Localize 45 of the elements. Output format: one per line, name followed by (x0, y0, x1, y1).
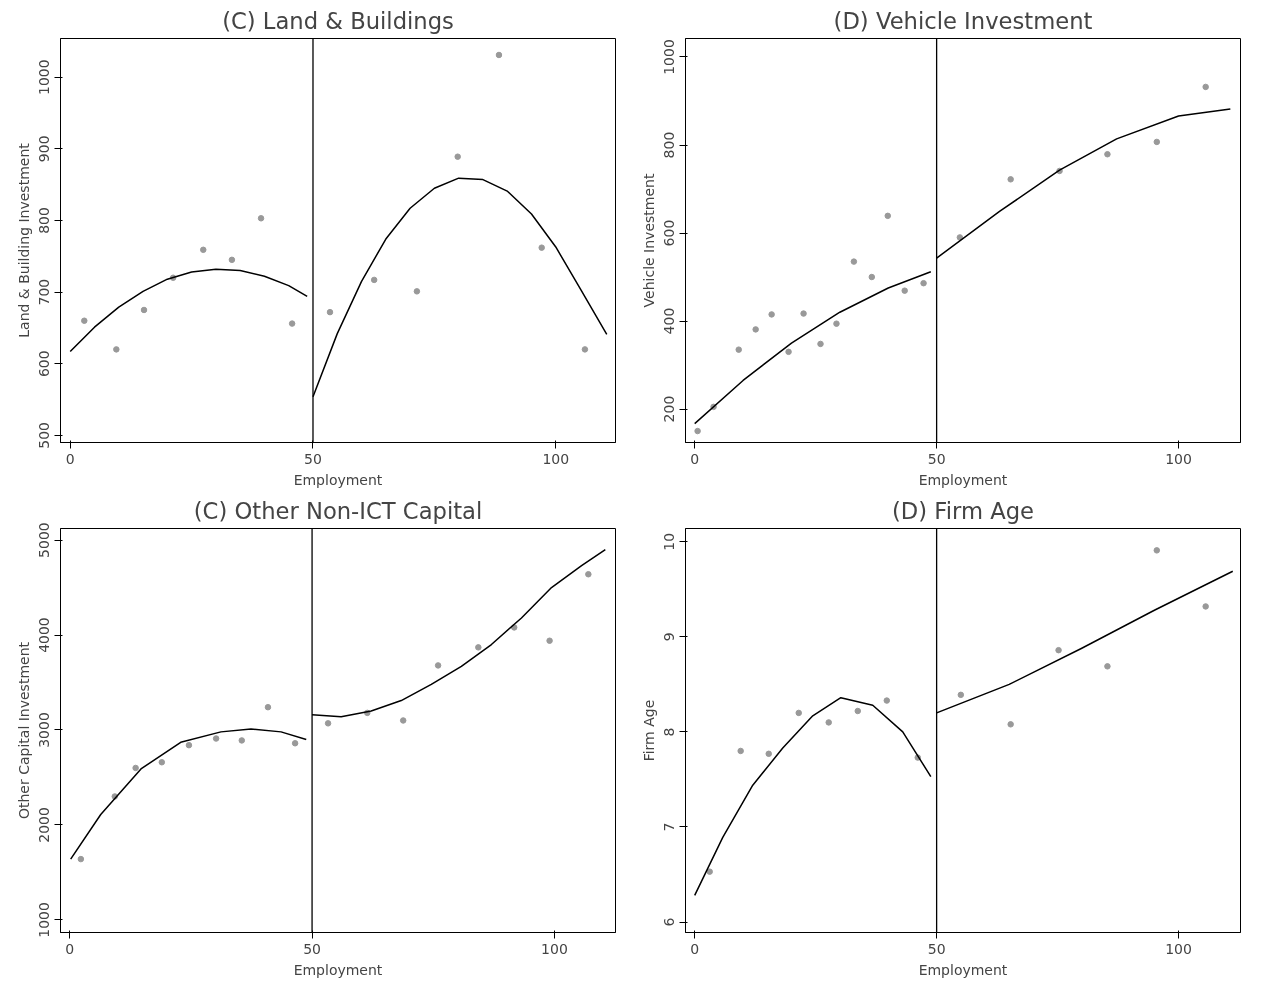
y-tick-label: 500 (36, 421, 53, 449)
y-tick-label: 600 (661, 219, 678, 247)
x-tick-label: 50 (303, 940, 321, 957)
x-axis-title: Employment (293, 961, 383, 978)
y-tick-label: 600 (36, 350, 53, 378)
x-tick-label: 100 (542, 450, 570, 467)
x-tick-label: 0 (690, 450, 700, 467)
chart-title: (C) Other Non-ICT Capital (193, 497, 483, 524)
y-tick-label: 900 (36, 135, 53, 163)
x-tick-label: 50 (304, 450, 322, 467)
x-tick-label: 50 (927, 940, 946, 957)
y-tick-label: 400 (661, 307, 678, 335)
x-axis-title: Employment (918, 471, 1008, 488)
y-tick-label: 200 (661, 395, 678, 423)
x-tick-label: 0 (690, 940, 700, 957)
y-tick-label: 800 (661, 131, 678, 159)
x-tick-label: 100 (1165, 450, 1192, 467)
y-axis-title: Land & Building Investment (15, 142, 32, 338)
y-tick-label: 2000 (36, 807, 53, 843)
y-axis-title: Firm Age (640, 699, 657, 762)
chart-title: (C) Land & Buildings (222, 7, 454, 34)
y-tick-label: 800 (36, 207, 53, 234)
x-tick-label: 0 (65, 450, 75, 467)
y-axis-title: Vehicle Investment (640, 173, 657, 308)
y-tick-label: 8 (661, 727, 678, 737)
y-tick-label: 9 (661, 632, 678, 642)
y-tick-label: 6 (661, 917, 678, 927)
y-tick-label: 7 (661, 822, 678, 832)
y-tick-label: 4000 (36, 617, 53, 653)
x-tick-label: 100 (541, 940, 568, 957)
y-tick-label: 700 (36, 278, 53, 306)
x-tick-label: 0 (65, 940, 75, 957)
y-axis-title: Other Capital Investment (15, 641, 32, 820)
y-tick-label: 10 (661, 532, 678, 551)
y-tick-label: 1000 (36, 59, 53, 95)
x-tick-label: 100 (1165, 940, 1192, 957)
y-tick-label: 5000 (36, 522, 53, 558)
x-tick-label: 50 (927, 450, 946, 467)
y-tick-label: 1000 (661, 39, 678, 75)
y-tick-label: 3000 (36, 712, 53, 748)
chart-title: (D) Vehicle Investment (833, 7, 1093, 34)
x-axis-title: Employment (293, 471, 383, 488)
y-tick-label: 1000 (36, 902, 53, 938)
chart-title: (D) Firm Age (891, 497, 1035, 524)
x-axis-title: Employment (918, 961, 1008, 978)
